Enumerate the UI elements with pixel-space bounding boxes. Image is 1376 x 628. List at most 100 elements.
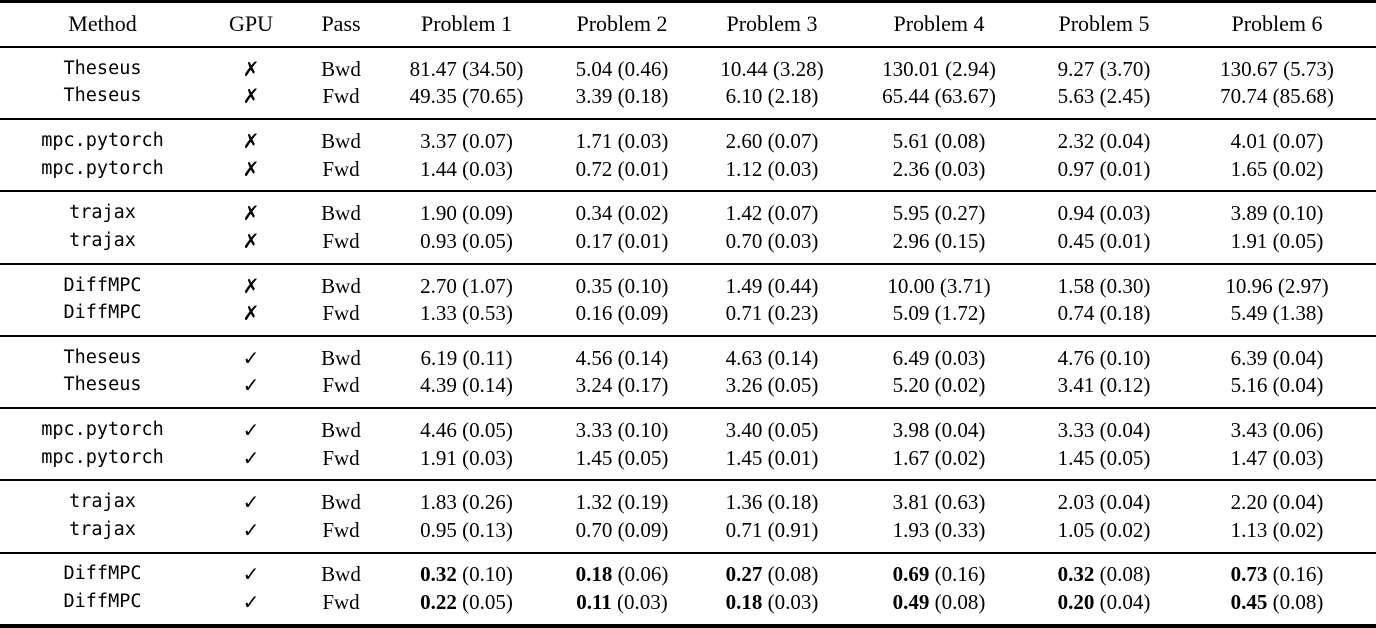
std-value: (0.03) <box>762 228 819 253</box>
value-cell-problem-6: 5.49 (1.38) <box>1178 299 1376 336</box>
mean-value: 3.33 <box>1057 417 1095 442</box>
std-value: (0.01) <box>1094 228 1151 253</box>
method-group: DiffMPC ✓ Bwd 0.32 (0.10) 0.18 (0.06) 0.27 (0… <box>0 553 1376 626</box>
std-value: (0.44) <box>762 273 819 298</box>
mean-value: 1.42 <box>725 201 763 226</box>
value-cell-problem-4: 0.69 (0.16) <box>848 553 1030 589</box>
std-value: (0.04) <box>1094 590 1151 615</box>
std-value: (3.28) <box>767 56 824 81</box>
pass-cell: Bwd <box>321 345 361 370</box>
value-cell-problem-1: 0.32 (0.10) <box>385 553 548 589</box>
mean-value: 1.33 <box>420 301 457 326</box>
value-cell-problem-2: 0.16 (0.09) <box>548 299 696 336</box>
mean-value: 2.60 <box>725 129 763 154</box>
value-cell-problem-5: 5.63 (2.45) <box>1030 83 1178 120</box>
value-cell-problem-6: 6.39 (0.04) <box>1178 336 1376 372</box>
pass-cell: Bwd <box>321 273 361 298</box>
std-value: (0.01) <box>762 445 819 470</box>
method-cell: DiffMPC <box>63 591 142 613</box>
mean-value: 0.34 <box>575 201 613 226</box>
mean-value: 4.56 <box>575 345 613 370</box>
gpu-cell: ✓ <box>205 408 297 444</box>
method-cell: trajax <box>69 518 136 540</box>
mean-value: 1.12 <box>725 156 763 181</box>
std-value: (0.05) <box>762 417 819 442</box>
method-cell: DiffMPC <box>63 274 142 296</box>
std-value: (0.04) <box>1267 373 1324 398</box>
check-icon: ✓ <box>242 345 260 370</box>
std-value: (0.03) <box>456 445 513 470</box>
method-cell: mpc.pytorch <box>41 130 164 152</box>
method-cell: Theseus <box>63 57 142 79</box>
std-value: (0.03) <box>612 129 669 154</box>
value-cell-problem-4: 0.49 (0.08) <box>848 588 1030 626</box>
value-cell-problem-5: 0.32 (0.08) <box>1030 553 1178 589</box>
std-value: (0.01) <box>612 156 669 181</box>
value-cell-problem-3: 10.44 (3.28) <box>696 47 848 83</box>
column-header-gpu: GPU <box>205 1 297 48</box>
value-cell-problem-5: 0.74 (0.18) <box>1030 299 1178 336</box>
pass-cell: Fwd <box>322 228 360 253</box>
value-cell-problem-2: 0.17 (0.01) <box>548 227 696 264</box>
value-cell-problem-6: 5.16 (0.04) <box>1178 372 1376 409</box>
mean-value: 2.32 <box>1057 129 1095 154</box>
mean-value: 130.67 <box>1220 56 1278 81</box>
value-cell-problem-5: 1.58 (0.30) <box>1030 264 1178 300</box>
table-row: mpc.pytorch ✗ Fwd 1.44 (0.03) 0.72 (0.01) 1.1… <box>0 155 1376 192</box>
table-row: DiffMPC ✓ Fwd 0.22 (0.05) 0.11 (0.03) 0.18 (0… <box>0 588 1376 626</box>
mean-value: 0.73 <box>1230 562 1268 587</box>
mean-value: 70.74 <box>1220 84 1268 109</box>
value-cell-problem-2: 0.70 (0.09) <box>548 516 696 553</box>
std-value: (0.14) <box>612 345 669 370</box>
mean-value: 5.63 <box>1057 84 1095 109</box>
std-value: (0.16) <box>929 562 986 587</box>
std-value: (0.91) <box>762 517 819 542</box>
gpu-cell: ✓ <box>205 588 297 626</box>
cross-icon: ✗ <box>242 273 260 298</box>
std-value: (0.08) <box>1094 562 1151 587</box>
method-cell: Theseus <box>63 346 142 368</box>
value-cell-problem-1: 1.83 (0.26) <box>385 480 548 516</box>
pass-cell: Bwd <box>321 490 361 515</box>
mean-value: 1.90 <box>420 201 457 226</box>
pass-cell: Bwd <box>321 129 361 154</box>
mean-value: 5.04 <box>575 56 613 81</box>
gpu-cell: ✗ <box>205 227 297 264</box>
std-value: (0.09) <box>612 301 669 326</box>
mean-value: 0.97 <box>1057 156 1095 181</box>
value-cell-problem-2: 0.34 (0.02) <box>548 191 696 227</box>
value-cell-problem-2: 1.32 (0.19) <box>548 480 696 516</box>
mean-value: 0.74 <box>1057 301 1095 326</box>
cross-icon: ✗ <box>242 301 260 326</box>
value-cell-problem-2: 3.33 (0.10) <box>548 408 696 444</box>
std-value: (0.05) <box>1094 445 1151 470</box>
check-icon: ✓ <box>242 562 260 587</box>
std-value: (0.04) <box>929 417 986 442</box>
check-icon: ✓ <box>242 417 260 442</box>
mean-value: 10.00 <box>887 273 935 298</box>
mean-value: 9.27 <box>1057 56 1095 81</box>
mean-value: 6.10 <box>725 84 763 109</box>
method-cell: Theseus <box>63 85 142 107</box>
gpu-cell: ✓ <box>205 480 297 516</box>
value-cell-problem-4: 2.96 (0.15) <box>848 227 1030 264</box>
std-value: (0.01) <box>1094 156 1151 181</box>
value-cell-problem-4: 130.01 (2.94) <box>848 47 1030 83</box>
check-icon: ✓ <box>242 373 260 398</box>
value-cell-problem-1: 0.95 (0.13) <box>385 516 548 553</box>
std-value: (0.18) <box>612 84 669 109</box>
mean-value: 6.19 <box>420 345 458 370</box>
std-value: (0.05) <box>1267 228 1324 253</box>
mean-value: 0.35 <box>575 273 613 298</box>
pass-cell: Fwd <box>322 84 360 109</box>
std-value: (0.16) <box>1267 562 1324 587</box>
std-value: (0.05) <box>456 228 513 253</box>
table-row: DiffMPC ✗ Fwd 1.33 (0.53) 0.16 (0.09) 0.71 (0… <box>0 299 1376 336</box>
mean-value: 3.37 <box>420 129 457 154</box>
mean-value: 1.32 <box>575 490 613 515</box>
method-group: Theseus ✗ Bwd 81.47 (34.50) 5.04 (0.46) 10.44… <box>0 47 1376 120</box>
column-header-method: Method <box>0 1 205 48</box>
std-value: (0.10) <box>612 273 669 298</box>
mean-value: 6.39 <box>1230 345 1268 370</box>
